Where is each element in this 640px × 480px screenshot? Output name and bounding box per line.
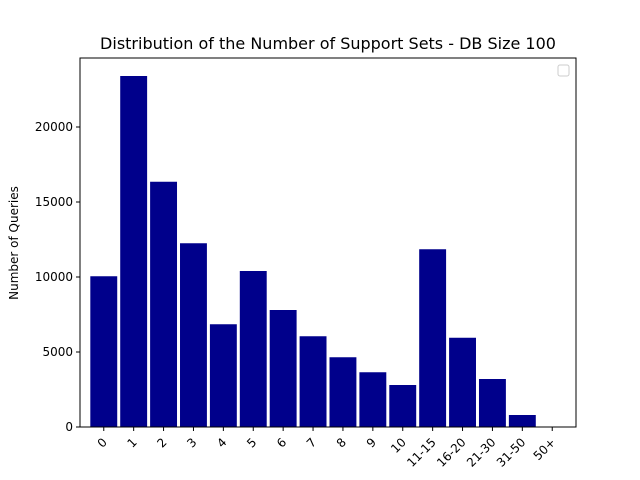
- x-tick-label: 5: [244, 435, 259, 450]
- plot-frame: [79, 57, 577, 428]
- bar-9: [359, 372, 387, 427]
- legend-box: [557, 64, 570, 77]
- bar-8: [329, 357, 357, 427]
- x-tick-label: 11-15: [404, 435, 439, 470]
- y-tick-label: 15000: [35, 195, 73, 209]
- y-tick-label: 10000: [35, 270, 73, 284]
- bar-11-15: [419, 249, 447, 427]
- x-tick-label: 2: [154, 435, 169, 450]
- x-tick-label: 6: [274, 435, 289, 450]
- bar-4: [209, 324, 237, 427]
- bar-5: [239, 271, 267, 427]
- bar-1: [120, 76, 148, 427]
- x-tick-label: 8: [334, 435, 349, 450]
- bar-16-20: [449, 337, 476, 427]
- bar-10: [389, 385, 417, 427]
- bar-31-50: [508, 415, 536, 427]
- chart-title: Distribution of the Number of Support Se…: [100, 34, 556, 53]
- bar-3: [180, 243, 207, 427]
- y-tick-label: 5000: [42, 345, 73, 359]
- x-tick-label: 21-30: [464, 435, 499, 470]
- x-tick-label: 50+: [531, 435, 559, 463]
- bar-21-30: [478, 379, 506, 427]
- bar-2: [150, 181, 178, 427]
- x-tick-label: 10: [388, 435, 409, 456]
- x-tick-label: 7: [304, 435, 319, 450]
- x-tick-label: 31-50: [494, 435, 529, 470]
- x-tick-label: 3: [184, 435, 199, 450]
- y-axis-label: Number of Queries: [7, 186, 21, 300]
- bar-0: [90, 276, 118, 427]
- x-tick-label: 1: [124, 435, 139, 450]
- bar-7: [299, 336, 327, 427]
- bar-6: [269, 310, 297, 427]
- y-tick-label: 20000: [35, 120, 73, 134]
- x-tick-label: 16-20: [434, 435, 469, 470]
- x-tick-label: 9: [364, 435, 379, 450]
- y-tick-label: 0: [65, 420, 73, 434]
- x-tick-label: 0: [95, 435, 110, 450]
- x-tick-label: 4: [214, 435, 229, 450]
